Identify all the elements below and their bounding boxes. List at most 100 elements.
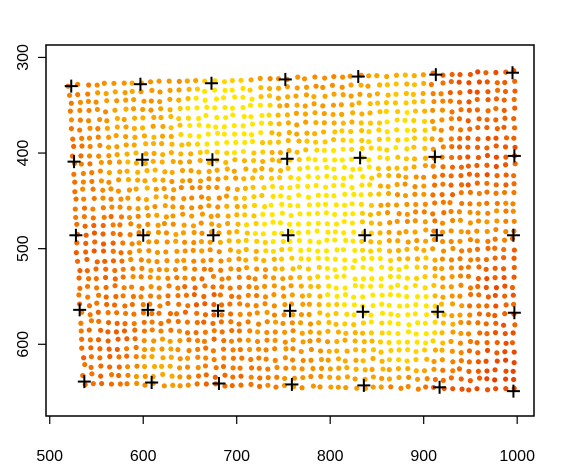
field-point (431, 228, 437, 234)
field-point (428, 81, 434, 88)
field-point (475, 350, 481, 356)
field-point (386, 172, 392, 179)
field-point (86, 303, 93, 309)
field-point (475, 359, 481, 365)
field-point (114, 124, 120, 130)
field-point (432, 319, 438, 325)
field-point (223, 114, 229, 121)
field-point (85, 118, 92, 124)
field-point (176, 97, 182, 103)
field-point (475, 124, 481, 131)
field-point (450, 368, 456, 374)
field-point (231, 131, 238, 137)
field-point (386, 229, 392, 235)
field-point (374, 91, 381, 97)
field-point (405, 239, 411, 245)
field-point (476, 303, 482, 309)
field-point (288, 283, 294, 289)
field-point (467, 189, 473, 195)
field-point (386, 237, 392, 244)
field-point (131, 320, 137, 327)
field-point (204, 104, 210, 110)
field-point (132, 134, 138, 140)
field-point (414, 237, 420, 244)
field-point (290, 328, 296, 334)
field-point (447, 199, 453, 206)
field-point (386, 339, 392, 346)
field-point (440, 367, 446, 373)
field-point (279, 185, 285, 191)
field-point (282, 339, 288, 345)
field-point (236, 294, 242, 300)
field-point (367, 101, 373, 107)
field-point (143, 151, 149, 157)
field-point (448, 284, 454, 290)
field-point (475, 275, 481, 282)
field-point (503, 340, 509, 346)
field-point (322, 201, 329, 207)
field-point (230, 365, 236, 371)
field-point (494, 80, 500, 86)
field-point (449, 71, 455, 78)
control-point-marker (205, 153, 219, 167)
field-point (253, 248, 259, 254)
field-point (383, 100, 390, 106)
field-point (440, 164, 446, 170)
field-point (216, 249, 222, 255)
field-point (294, 102, 300, 108)
field-point (150, 123, 156, 129)
field-point (100, 195, 106, 201)
field-point (414, 264, 420, 270)
field-point (138, 274, 144, 280)
field-point (150, 158, 156, 164)
field-point (377, 255, 383, 262)
field-point (226, 238, 232, 244)
field-point (503, 200, 509, 206)
field-point (231, 150, 238, 156)
field-point (422, 320, 428, 326)
field-point (403, 136, 410, 143)
field-point (262, 204, 268, 210)
field-point (232, 94, 238, 100)
field-point (268, 167, 274, 173)
field-point (189, 205, 195, 211)
field-point (330, 147, 337, 154)
field-point (502, 293, 508, 299)
field-point (307, 329, 313, 335)
field-point (395, 357, 402, 363)
field-point (141, 133, 148, 139)
field-point (202, 97, 208, 103)
field-point (421, 209, 427, 215)
field-point (215, 176, 221, 182)
field-point (241, 113, 247, 120)
control-point-marker (135, 153, 149, 167)
field-point (467, 209, 473, 215)
field-point (305, 229, 311, 235)
field-point (146, 239, 152, 245)
field-point (93, 266, 99, 272)
field-point (130, 266, 136, 272)
field-point (341, 218, 347, 225)
field-point (248, 365, 255, 371)
field-point (314, 147, 320, 153)
field-point (331, 91, 337, 97)
field-point (386, 248, 393, 254)
field-point (163, 230, 170, 236)
field-point (148, 284, 154, 290)
field-point (306, 301, 312, 307)
field-point (169, 373, 175, 379)
field-point (359, 111, 365, 117)
field-point (423, 238, 429, 244)
field-point (201, 338, 208, 344)
field-point (411, 127, 417, 133)
field-point (127, 249, 133, 256)
field-point (242, 139, 248, 145)
field-point (192, 285, 198, 291)
field-point (503, 218, 509, 224)
field-point (155, 222, 161, 228)
field-point (404, 146, 410, 152)
field-point (217, 239, 223, 245)
field-point (365, 83, 371, 89)
field-point (105, 329, 111, 335)
field-point (374, 73, 380, 79)
